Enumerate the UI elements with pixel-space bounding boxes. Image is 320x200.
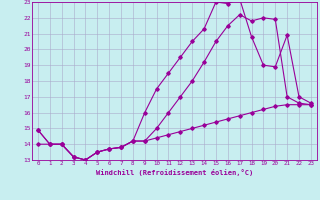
X-axis label: Windchill (Refroidissement éolien,°C): Windchill (Refroidissement éolien,°C) [96,169,253,176]
